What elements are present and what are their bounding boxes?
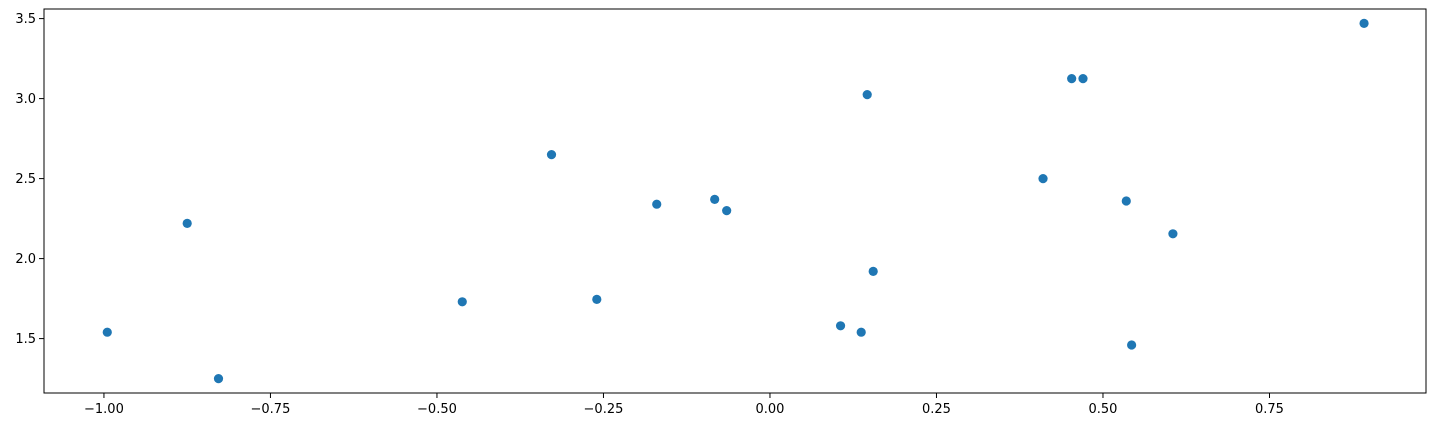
data-point xyxy=(652,199,662,209)
data-point xyxy=(1121,196,1131,206)
plot-area-frame xyxy=(43,8,1427,394)
x-tick-label: 0.50 xyxy=(1089,402,1118,417)
y-tick-label: 2.0 xyxy=(15,252,36,267)
data-point xyxy=(710,194,720,204)
data-point xyxy=(1078,74,1088,84)
data-point xyxy=(1168,229,1178,239)
y-tick-label: 1.5 xyxy=(15,332,36,347)
data-point xyxy=(102,327,112,337)
data-point xyxy=(1127,340,1137,350)
data-point xyxy=(213,374,224,384)
x-tick-label: −1.00 xyxy=(84,402,124,417)
x-tick-label: 0.00 xyxy=(755,402,784,417)
x-tick-label: 0.25 xyxy=(922,402,951,417)
y-axis: 1.5 2.0 2.5 3.0 3.5 xyxy=(15,12,44,347)
x-tick-label: −0.50 xyxy=(417,402,457,417)
data-point xyxy=(592,294,602,304)
x-tick-label: −0.75 xyxy=(251,402,291,417)
y-tick-label: 2.5 xyxy=(15,172,36,187)
y-tick-label: 3.0 xyxy=(15,92,36,107)
data-point xyxy=(856,327,866,337)
x-tick-label: −0.25 xyxy=(584,402,624,417)
data-point xyxy=(546,150,557,160)
data-point xyxy=(835,321,846,331)
data-point xyxy=(182,218,192,228)
data-points xyxy=(102,18,1369,384)
data-point xyxy=(457,297,467,307)
x-tick-label: 0.75 xyxy=(1255,402,1284,417)
data-point xyxy=(1359,18,1369,28)
data-point xyxy=(1067,74,1077,84)
data-point xyxy=(868,266,878,276)
data-point xyxy=(862,90,872,100)
data-point xyxy=(722,206,732,216)
data-point xyxy=(1038,174,1048,184)
y-tick-label: 3.5 xyxy=(15,12,36,27)
x-axis: −1.00 −0.75 −0.50 −0.25 0.00 0.25 0.50 0.75 xyxy=(84,393,1284,417)
